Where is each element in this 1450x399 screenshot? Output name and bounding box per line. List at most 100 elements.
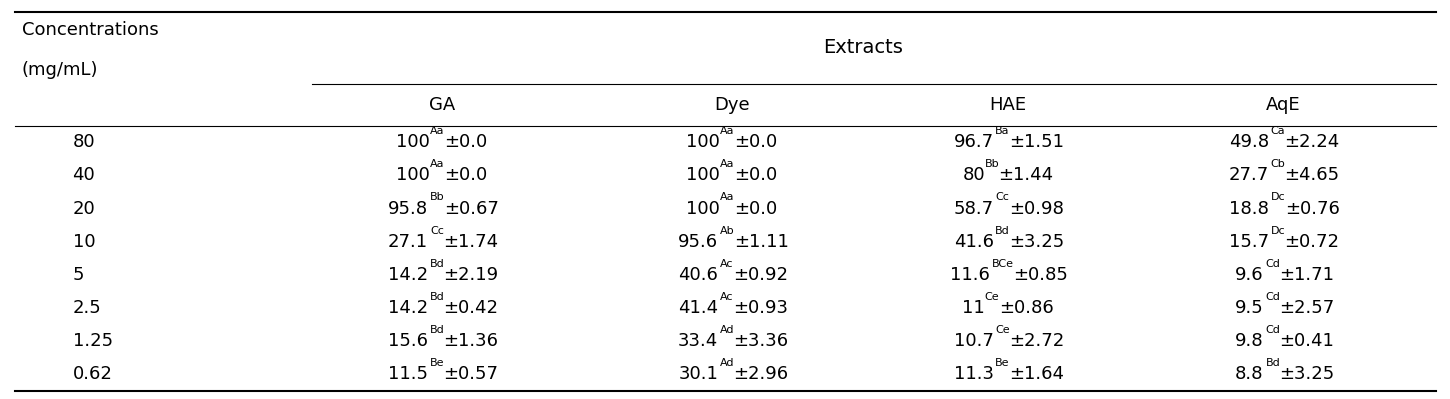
Text: Ad: Ad — [719, 358, 734, 368]
Text: 96.7: 96.7 — [954, 133, 993, 151]
Text: ±0.86: ±0.86 — [999, 299, 1054, 317]
Text: ±0.98: ±0.98 — [1009, 200, 1064, 217]
Text: 11.6: 11.6 — [950, 266, 989, 284]
Text: ±2.19: ±2.19 — [444, 266, 499, 284]
Text: Cc: Cc — [996, 192, 1009, 202]
Text: Ad: Ad — [719, 325, 734, 335]
Text: 20: 20 — [72, 200, 96, 217]
Text: 11: 11 — [963, 299, 985, 317]
Text: ±0.0: ±0.0 — [734, 166, 777, 184]
Text: Ac: Ac — [721, 259, 734, 269]
Text: Aa: Aa — [429, 159, 444, 169]
Text: 33.4: 33.4 — [679, 332, 718, 350]
Text: ±1.11: ±1.11 — [734, 233, 789, 251]
Text: 18.8: 18.8 — [1230, 200, 1269, 217]
Text: ±4.65: ±4.65 — [1285, 166, 1340, 184]
Text: ±1.44: ±1.44 — [999, 166, 1054, 184]
Text: Extracts: Extracts — [822, 38, 903, 57]
Text: Bb: Bb — [429, 192, 444, 202]
Text: Ce: Ce — [985, 292, 999, 302]
Text: Dc: Dc — [1270, 192, 1285, 202]
Text: ±1.71: ±1.71 — [1279, 266, 1334, 284]
Text: 14.2: 14.2 — [389, 266, 428, 284]
Text: 10.7: 10.7 — [954, 332, 993, 350]
Text: 15.7: 15.7 — [1230, 233, 1269, 251]
Text: Aa: Aa — [719, 126, 734, 136]
Text: 100: 100 — [396, 166, 431, 184]
Text: ±3.25: ±3.25 — [1009, 233, 1064, 251]
Text: BCe: BCe — [992, 259, 1014, 269]
Text: 58.7: 58.7 — [954, 200, 993, 217]
Text: 41.4: 41.4 — [679, 299, 718, 317]
Text: 15.6: 15.6 — [389, 332, 428, 350]
Text: 100: 100 — [686, 166, 721, 184]
Text: ±2.57: ±2.57 — [1279, 299, 1334, 317]
Text: Cc: Cc — [431, 225, 444, 235]
Text: Aa: Aa — [719, 159, 734, 169]
Text: 95.6: 95.6 — [679, 233, 718, 251]
Text: Bd: Bd — [995, 225, 1009, 235]
Text: ±0.57: ±0.57 — [444, 365, 499, 383]
Text: ±0.0: ±0.0 — [734, 200, 777, 217]
Text: 9.6: 9.6 — [1235, 266, 1263, 284]
Text: Ba: Ba — [995, 126, 1009, 136]
Text: 95.8: 95.8 — [389, 200, 428, 217]
Text: 10: 10 — [72, 233, 96, 251]
Text: ±1.74: ±1.74 — [444, 233, 499, 251]
Text: 40: 40 — [72, 166, 96, 184]
Text: 100: 100 — [686, 200, 721, 217]
Text: 8.8: 8.8 — [1235, 365, 1263, 383]
Text: 9.8: 9.8 — [1235, 332, 1263, 350]
Text: ±0.76: ±0.76 — [1285, 200, 1340, 217]
Text: Dye: Dye — [715, 96, 750, 114]
Text: Be: Be — [429, 358, 444, 368]
Text: AqE: AqE — [1266, 96, 1301, 114]
Text: 41.6: 41.6 — [954, 233, 993, 251]
Text: ±0.41: ±0.41 — [1279, 332, 1334, 350]
Text: Cb: Cb — [1270, 159, 1285, 169]
Text: 80: 80 — [963, 166, 985, 184]
Text: Cd: Cd — [1266, 325, 1280, 335]
Text: ±0.93: ±0.93 — [734, 299, 789, 317]
Text: ±0.67: ±0.67 — [444, 200, 499, 217]
Text: 100: 100 — [686, 133, 721, 151]
Text: 27.1: 27.1 — [389, 233, 428, 251]
Text: 0.62: 0.62 — [72, 365, 113, 383]
Text: 14.2: 14.2 — [389, 299, 428, 317]
Text: ±1.51: ±1.51 — [1009, 133, 1064, 151]
Text: 30.1: 30.1 — [679, 365, 718, 383]
Text: Be: Be — [995, 358, 1009, 368]
Text: Ac: Ac — [721, 292, 734, 302]
Text: ±0.0: ±0.0 — [444, 133, 487, 151]
Text: ±0.72: ±0.72 — [1285, 233, 1340, 251]
Text: 9.5: 9.5 — [1235, 299, 1263, 317]
Text: ±0.85: ±0.85 — [1014, 266, 1069, 284]
Text: 100: 100 — [396, 133, 431, 151]
Text: ±1.64: ±1.64 — [1009, 365, 1064, 383]
Text: Aa: Aa — [719, 192, 734, 202]
Text: Ab: Ab — [719, 225, 734, 235]
Text: Cd: Cd — [1266, 292, 1280, 302]
Text: 40.6: 40.6 — [679, 266, 718, 284]
Text: ±2.72: ±2.72 — [1009, 332, 1064, 350]
Text: (mg/mL): (mg/mL) — [22, 61, 99, 79]
Text: 1.25: 1.25 — [72, 332, 113, 350]
Text: Aa: Aa — [429, 126, 444, 136]
Text: 11.3: 11.3 — [954, 365, 993, 383]
Text: 80: 80 — [72, 133, 96, 151]
Text: ±2.96: ±2.96 — [734, 365, 789, 383]
Text: HAE: HAE — [989, 96, 1027, 114]
Text: 2.5: 2.5 — [72, 299, 102, 317]
Text: ±1.36: ±1.36 — [444, 332, 499, 350]
Text: 27.7: 27.7 — [1230, 166, 1269, 184]
Text: Ce: Ce — [995, 325, 1009, 335]
Text: ±0.0: ±0.0 — [734, 133, 777, 151]
Text: Concentrations: Concentrations — [22, 21, 158, 39]
Text: ±2.24: ±2.24 — [1285, 133, 1340, 151]
Text: 11.5: 11.5 — [389, 365, 428, 383]
Text: 49.8: 49.8 — [1230, 133, 1269, 151]
Text: 5: 5 — [72, 266, 84, 284]
Text: Bd: Bd — [429, 325, 444, 335]
Text: ±0.92: ±0.92 — [734, 266, 789, 284]
Text: Bd: Bd — [429, 292, 444, 302]
